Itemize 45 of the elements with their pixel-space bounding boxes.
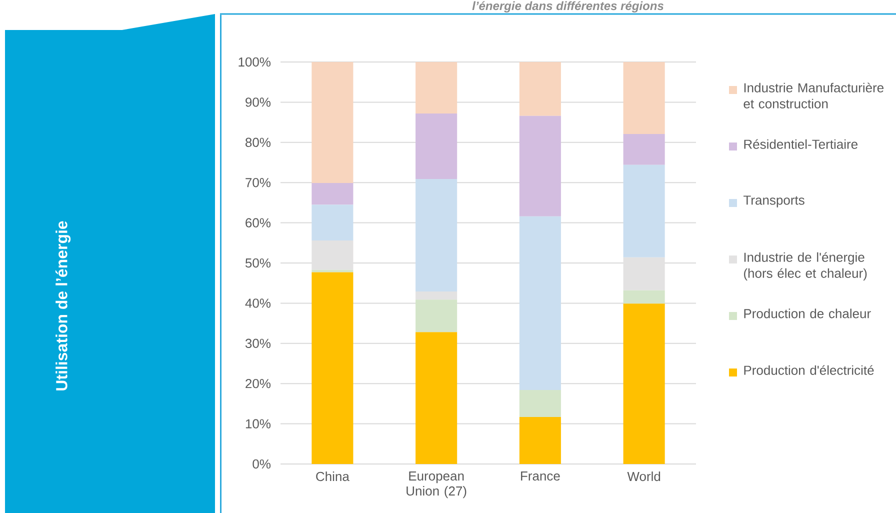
bar: [519, 116, 561, 216]
y-tick-label: 10%: [246, 419, 271, 428]
y-tick-label: 30%: [245, 338, 271, 348]
x-tick-label: European Union (27): [406, 472, 466, 498]
bar: [416, 292, 458, 300]
y-tick-label: 80%: [246, 138, 271, 147]
chart-title: l’énergie dans différentes régions: [472, 1, 664, 12]
bar: [416, 62, 458, 114]
legend-label: Production de chaleur: [744, 308, 871, 318]
x-tick-label: China: [316, 472, 350, 482]
bar: [416, 300, 458, 332]
bar: [623, 290, 665, 304]
legend-label: Industrie Manufacturière et construction: [744, 82, 884, 108]
y-tick-label: 60%: [246, 218, 271, 228]
y-tick-label: 20%: [246, 378, 271, 388]
x-tick-label: World: [627, 472, 660, 482]
bar: [623, 304, 665, 464]
bar: [519, 216, 561, 390]
bar: [623, 62, 665, 134]
bar: [623, 164, 665, 258]
y-tick-label: 0%: [252, 459, 271, 469]
legend-label: Résidentiel-Tertiaire: [744, 139, 858, 149]
bar: [519, 62, 561, 116]
legend-label: Industrie de l'énergie (hors élec et chaleur): [744, 252, 867, 280]
legend-label: Transports: [744, 196, 804, 208]
text: Utilisation de l’énergie: [55, 221, 71, 390]
y-tick-label: 100%: [238, 57, 271, 67]
bar: [519, 416, 561, 464]
y-tick-label: 90%: [246, 98, 271, 107]
bar: [312, 62, 354, 183]
y-tick-label: 40%: [245, 298, 271, 308]
x-tick-label: France: [521, 472, 560, 481]
y-tick-label: 50%: [245, 258, 271, 268]
bar: [416, 178, 458, 292]
bar: [623, 134, 665, 165]
bar: [519, 390, 561, 417]
bar: [312, 240, 354, 270]
y-tick-label: 70%: [246, 178, 271, 188]
bar: [312, 182, 354, 205]
legend-label: Production d'électricité: [744, 365, 874, 375]
bar: [623, 257, 665, 290]
bar: [416, 113, 458, 179]
bar: [312, 272, 354, 464]
bar: [312, 204, 354, 240]
bar: [416, 332, 458, 464]
